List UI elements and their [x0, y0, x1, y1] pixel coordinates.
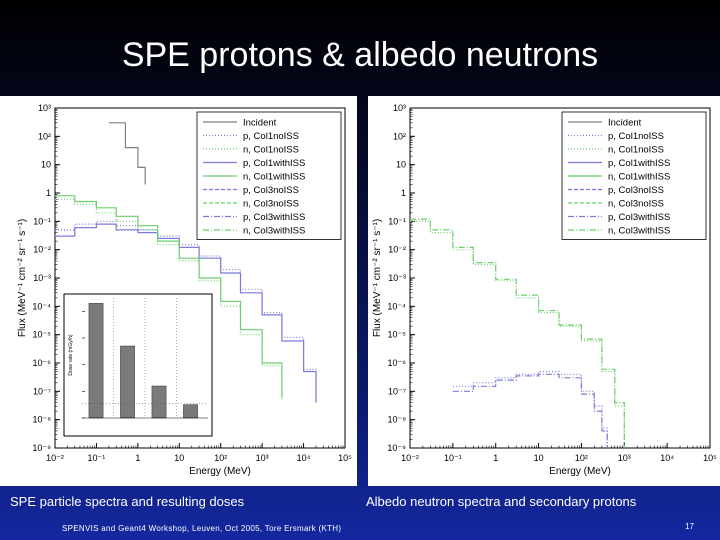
right-legend-label-p-col1noiss: p, Col1noISS [608, 131, 664, 142]
left-y-tick-label: 10⁻⁷ [33, 386, 51, 396]
right-y-tick-label: 10³ [393, 103, 406, 113]
left-y-tick-label: 10⁻⁴ [32, 301, 51, 311]
left-chart: 10⁻⁹ 10⁻⁸ 10⁻⁷ 10⁻⁶ 10⁻⁵ 10⁻⁴ 10⁻³ 10⁻² 10⁻¹ 1 10 1… [17, 103, 352, 477]
right-legend-label-n-col3noiss: n, Col3noISS [608, 199, 664, 210]
left-legend-label-n-col1withiss: n, Col1withISS [243, 172, 305, 183]
right-series-n-col1noiss [410, 220, 625, 448]
left-y-tick-label: 10⁻¹ [33, 216, 51, 226]
left-y-tick-label: 10⁻² [33, 245, 51, 255]
left-y-tick-label: 10³ [38, 103, 51, 113]
left-legend-label-n-col1noiss: n, Col1noISS [243, 145, 299, 156]
left-legend-label-p-col3withiss: p, Col3withISS [243, 212, 305, 223]
left-y-tick-label: 1 [46, 188, 51, 198]
right-y-tick-label: 10⁻⁷ [388, 386, 406, 396]
right-y-axis-label: Flux (MeV⁻¹ cm⁻² sr⁻¹ s⁻¹) [372, 219, 383, 337]
inset-bar [88, 303, 104, 419]
left-y-tick-label: 10 [41, 160, 51, 170]
right-chart: 10⁻⁹ 10⁻⁸ 10⁻⁷ 10⁻⁶ 10⁻⁵ 10⁻⁴ 10⁻³ 10⁻² 10⁻¹ 1 10 1… [372, 103, 717, 477]
left-caption: SPE particle spectra and resulting doses [10, 494, 245, 509]
left-x-axis-label: Energy (MeV) [189, 466, 251, 477]
left-series-incident [108, 122, 146, 185]
right-x-tick-label: 10³ [618, 453, 631, 463]
right-legend-label-incident: Incident [608, 118, 642, 129]
left-y-tick-label: 10⁻⁹ [32, 443, 51, 453]
right-y-tick-label: 10⁻⁸ [387, 415, 406, 425]
right-chart-panel: 10⁻⁹ 10⁻⁸ 10⁻⁷ 10⁻⁶ 10⁻⁵ 10⁻⁴ 10⁻³ 10⁻² 10⁻¹ 1 10 1… [368, 96, 720, 486]
right-x-tick-label: 10 [534, 453, 544, 463]
left-x-tick-label: 10² [214, 453, 227, 463]
right-y-tick-label: 10⁻⁵ [388, 330, 407, 340]
inset-bar [183, 404, 198, 419]
left-legend-label-incident: Incident [243, 118, 277, 129]
right-caption: Albedo neutron spectra and secondary pro… [366, 494, 637, 509]
left-series-n-col1withiss [55, 195, 283, 398]
right-x-tick-label: 10² [575, 453, 588, 463]
inset-y-axis-label: Dose rate (mGy/h) [68, 334, 74, 375]
left-chart-panel: 10⁻⁹ 10⁻⁸ 10⁻⁷ 10⁻⁶ 10⁻⁵ 10⁻⁴ 10⁻³ 10⁻² 10⁻¹ 1 10 1… [0, 96, 357, 486]
left-x-tick-label: 10³ [256, 453, 269, 463]
page-number: 17 [685, 522, 694, 531]
right-x-tick-label: 1 [493, 453, 498, 463]
left-x-tick-label: 10 [174, 453, 184, 463]
right-y-tick-label: 10⁻⁹ [387, 443, 406, 453]
right-y-tick-label: 10² [393, 131, 406, 141]
left-legend-label-p-col3noiss: p, Col3noISS [243, 185, 299, 196]
left-y-tick-label: 10⁻³ [33, 273, 51, 283]
left-x-tick-label: 10⁵ [338, 453, 352, 463]
right-legend-label-p-col3withiss: p, Col3withISS [608, 212, 670, 223]
left-y-axis-label: Flux (MeV⁻¹ cm⁻² sr⁻¹ s⁻¹) [17, 219, 28, 337]
right-legend-label-n-col1withiss: n, Col1withISS [608, 172, 670, 183]
right-y-tick-label: 10⁻³ [388, 273, 406, 283]
left-y-tick-label: 10⁻⁵ [33, 330, 52, 340]
inset-bar [151, 385, 167, 419]
left-legend-label-p-col1withiss: p, Col1withISS [243, 158, 305, 169]
left-x-tick-label: 10⁻¹ [88, 453, 106, 463]
right-series-p-col1noiss [452, 370, 608, 448]
left-y-tick-label: 10⁻⁶ [33, 358, 52, 368]
right-legend-label-n-col3withiss: n, Col3withISS [608, 226, 670, 237]
left-legend-label-n-col3withiss: n, Col3withISS [243, 226, 305, 237]
right-legend-label-n-col1noiss: n, Col1noISS [608, 145, 664, 156]
footer-text: SPENVIS and Geant4 Workshop, Leuven, Oct… [62, 524, 342, 533]
left-y-tick-label: 10² [38, 131, 51, 141]
right-y-tick-label: 10⁻⁶ [388, 358, 407, 368]
right-x-axis-label: Energy (MeV) [549, 466, 611, 477]
left-legend-label-n-col3noiss: n, Col3noISS [243, 199, 299, 210]
right-y-tick-label: 1 [401, 188, 406, 198]
right-y-tick-label: 10⁻¹ [388, 216, 406, 226]
right-series-n-col3withiss [410, 218, 625, 448]
left-series-p-col1withiss [55, 223, 317, 403]
right-x-tick-label: 10⁴ [660, 453, 674, 463]
right-series-p-col3withiss [452, 373, 608, 448]
slide-title: SPE protons & albedo neutrons [121, 36, 599, 74]
right-y-tick-label: 10 [396, 160, 406, 170]
left-x-tick-label: 1 [135, 453, 140, 463]
right-x-tick-label: 10⁻² [401, 453, 419, 463]
left-legend-label-p-col1noiss: p, Col1noISS [243, 131, 299, 142]
right-x-tick-label: 10⁵ [703, 453, 717, 463]
left-x-tick-label: 10⁴ [297, 453, 311, 463]
left-y-tick-label: 10⁻⁸ [32, 415, 51, 425]
inset-bar [120, 345, 135, 419]
right-x-tick-label: 10⁻¹ [444, 453, 462, 463]
right-legend-label-p-col3noiss: p, Col3noISS [608, 185, 664, 196]
right-legend-label-p-col1withiss: p, Col1withISS [608, 158, 670, 169]
left-x-tick-label: 10⁻² [46, 453, 64, 463]
right-y-tick-label: 10⁻² [388, 245, 406, 255]
right-y-tick-label: 10⁻⁴ [387, 301, 406, 311]
